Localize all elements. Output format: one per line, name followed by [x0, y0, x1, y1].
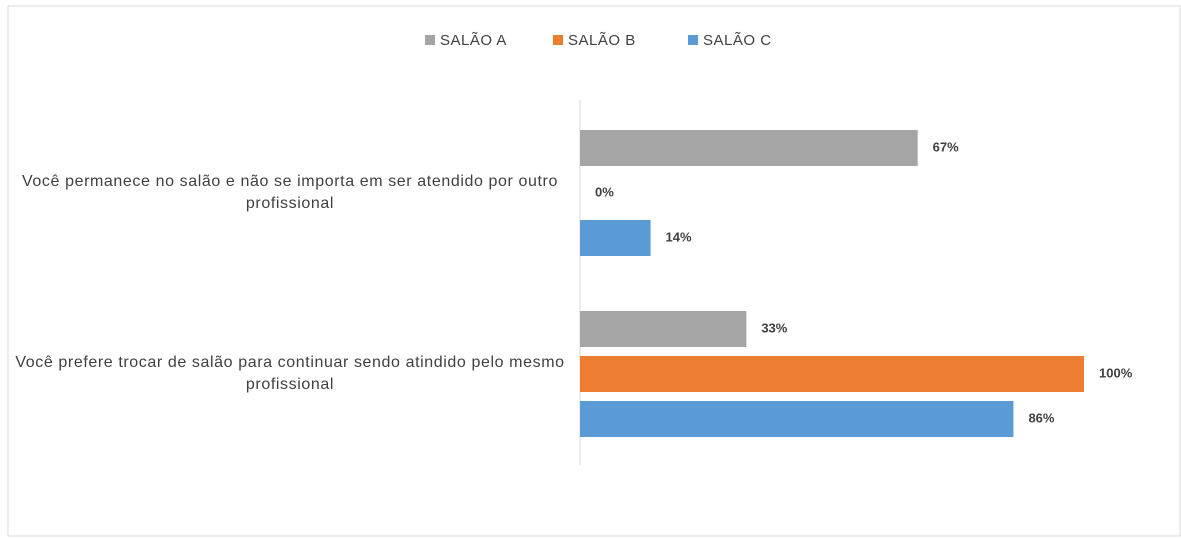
legend-swatch [425, 35, 435, 45]
legend-label: SALÃO B [568, 32, 636, 49]
value-label: 33% [761, 320, 787, 335]
value-label: 14% [666, 229, 692, 244]
bar [580, 220, 651, 256]
value-label: 0% [595, 184, 614, 199]
bar [580, 130, 918, 166]
value-label: 67% [933, 139, 959, 154]
category-label: Você permanece no salão e não se importa… [22, 173, 558, 212]
legend-swatch [688, 35, 698, 45]
category-label-box: Você prefere trocar de salão para contin… [15, 354, 565, 393]
legend-swatch [553, 35, 563, 45]
category-label: Você prefere trocar de salão para contin… [15, 354, 565, 393]
bar [580, 401, 1014, 437]
category-label-box: Você permanece no salão e não se importa… [22, 173, 558, 212]
bar [580, 356, 1084, 392]
legend-label: SALÃO A [440, 32, 507, 49]
bar [580, 311, 747, 347]
chart-frame [7, 5, 1181, 537]
value-label: 100% [1099, 365, 1133, 380]
value-label: 86% [1028, 410, 1054, 425]
legend-label: SALÃO C [703, 32, 772, 49]
